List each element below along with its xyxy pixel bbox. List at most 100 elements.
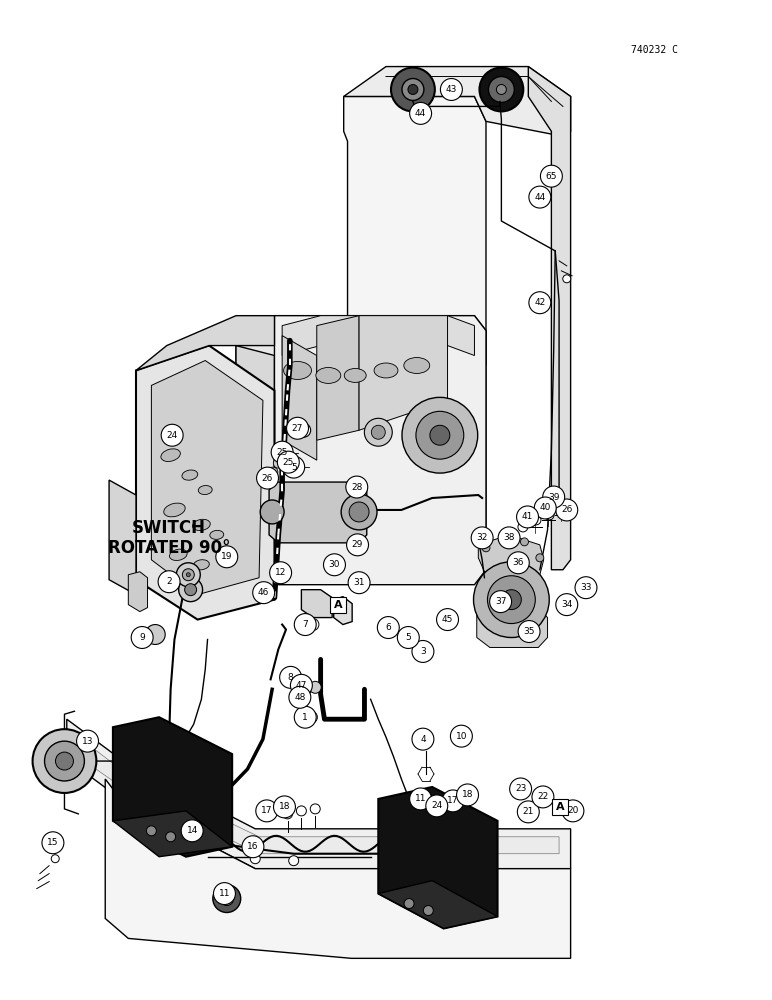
Circle shape — [147, 826, 157, 836]
Ellipse shape — [170, 549, 187, 560]
Circle shape — [220, 892, 234, 906]
Ellipse shape — [210, 530, 224, 539]
Circle shape — [473, 562, 549, 638]
Polygon shape — [344, 96, 486, 550]
Circle shape — [279, 447, 290, 457]
Text: 21: 21 — [523, 807, 534, 816]
Text: 7: 7 — [303, 620, 308, 629]
Text: 23: 23 — [515, 784, 527, 793]
Circle shape — [273, 796, 296, 818]
Polygon shape — [344, 67, 571, 136]
Text: 18: 18 — [279, 802, 290, 811]
Circle shape — [56, 752, 73, 770]
Circle shape — [371, 425, 385, 439]
Text: 6: 6 — [385, 623, 391, 632]
Circle shape — [423, 906, 433, 915]
Circle shape — [279, 666, 302, 688]
Text: 39: 39 — [548, 493, 560, 502]
Polygon shape — [477, 608, 547, 647]
Circle shape — [563, 275, 571, 283]
Polygon shape — [479, 535, 543, 578]
Text: 29: 29 — [352, 540, 364, 549]
Circle shape — [286, 417, 309, 439]
Circle shape — [349, 502, 369, 522]
Text: 14: 14 — [187, 826, 198, 835]
Circle shape — [166, 832, 175, 842]
Circle shape — [575, 577, 597, 599]
Ellipse shape — [404, 358, 430, 373]
Circle shape — [412, 640, 434, 662]
Circle shape — [412, 728, 434, 750]
Circle shape — [296, 423, 310, 437]
Text: 44: 44 — [534, 193, 546, 202]
Bar — [552, 799, 568, 815]
Circle shape — [556, 594, 577, 616]
Polygon shape — [136, 316, 275, 370]
Circle shape — [529, 186, 550, 208]
Circle shape — [507, 552, 530, 574]
Circle shape — [404, 899, 414, 909]
Circle shape — [260, 500, 284, 524]
Circle shape — [32, 729, 96, 793]
Ellipse shape — [192, 519, 210, 531]
Circle shape — [448, 797, 458, 807]
Circle shape — [310, 681, 321, 693]
Circle shape — [76, 730, 99, 752]
Circle shape — [456, 784, 479, 806]
Text: 26: 26 — [262, 474, 273, 483]
Polygon shape — [105, 779, 571, 958]
Circle shape — [186, 573, 191, 577]
Circle shape — [450, 725, 472, 747]
Text: 35: 35 — [523, 627, 535, 636]
Text: 43: 43 — [445, 85, 457, 94]
Text: 31: 31 — [354, 578, 365, 587]
Polygon shape — [236, 346, 275, 600]
Circle shape — [510, 778, 532, 800]
Ellipse shape — [164, 503, 185, 517]
Text: 34: 34 — [561, 600, 573, 609]
Text: A: A — [334, 600, 343, 610]
Text: 17: 17 — [261, 806, 273, 815]
Circle shape — [562, 800, 584, 822]
Text: 32: 32 — [476, 533, 488, 542]
Polygon shape — [109, 480, 136, 595]
Circle shape — [45, 741, 84, 781]
Circle shape — [498, 527, 520, 549]
Circle shape — [531, 515, 541, 525]
Polygon shape — [317, 316, 359, 440]
Text: 12: 12 — [275, 568, 286, 577]
Circle shape — [42, 832, 64, 854]
Circle shape — [307, 619, 319, 631]
Circle shape — [270, 807, 279, 815]
Polygon shape — [66, 719, 571, 869]
Text: 5: 5 — [405, 633, 411, 642]
Text: 22: 22 — [537, 792, 549, 801]
Polygon shape — [113, 717, 232, 857]
Ellipse shape — [194, 560, 209, 570]
Text: 30: 30 — [329, 560, 340, 569]
Polygon shape — [151, 361, 263, 595]
Text: 36: 36 — [513, 558, 524, 567]
Text: 48: 48 — [294, 693, 306, 702]
Circle shape — [341, 494, 377, 530]
Circle shape — [252, 582, 275, 604]
Text: 25: 25 — [276, 448, 288, 457]
Circle shape — [213, 885, 241, 913]
Ellipse shape — [198, 486, 212, 495]
Circle shape — [391, 68, 435, 111]
Circle shape — [347, 534, 368, 556]
Circle shape — [482, 544, 490, 552]
Text: 26: 26 — [561, 505, 573, 514]
Circle shape — [534, 497, 556, 519]
Ellipse shape — [283, 362, 311, 379]
Text: 1: 1 — [303, 713, 308, 722]
Polygon shape — [301, 590, 332, 618]
Circle shape — [540, 165, 562, 187]
Circle shape — [532, 786, 554, 808]
Text: 17: 17 — [447, 796, 459, 805]
Text: 24: 24 — [431, 801, 442, 810]
Text: 18: 18 — [462, 790, 473, 799]
Text: 38: 38 — [503, 533, 515, 542]
Circle shape — [437, 609, 459, 631]
Text: 27: 27 — [292, 424, 303, 433]
